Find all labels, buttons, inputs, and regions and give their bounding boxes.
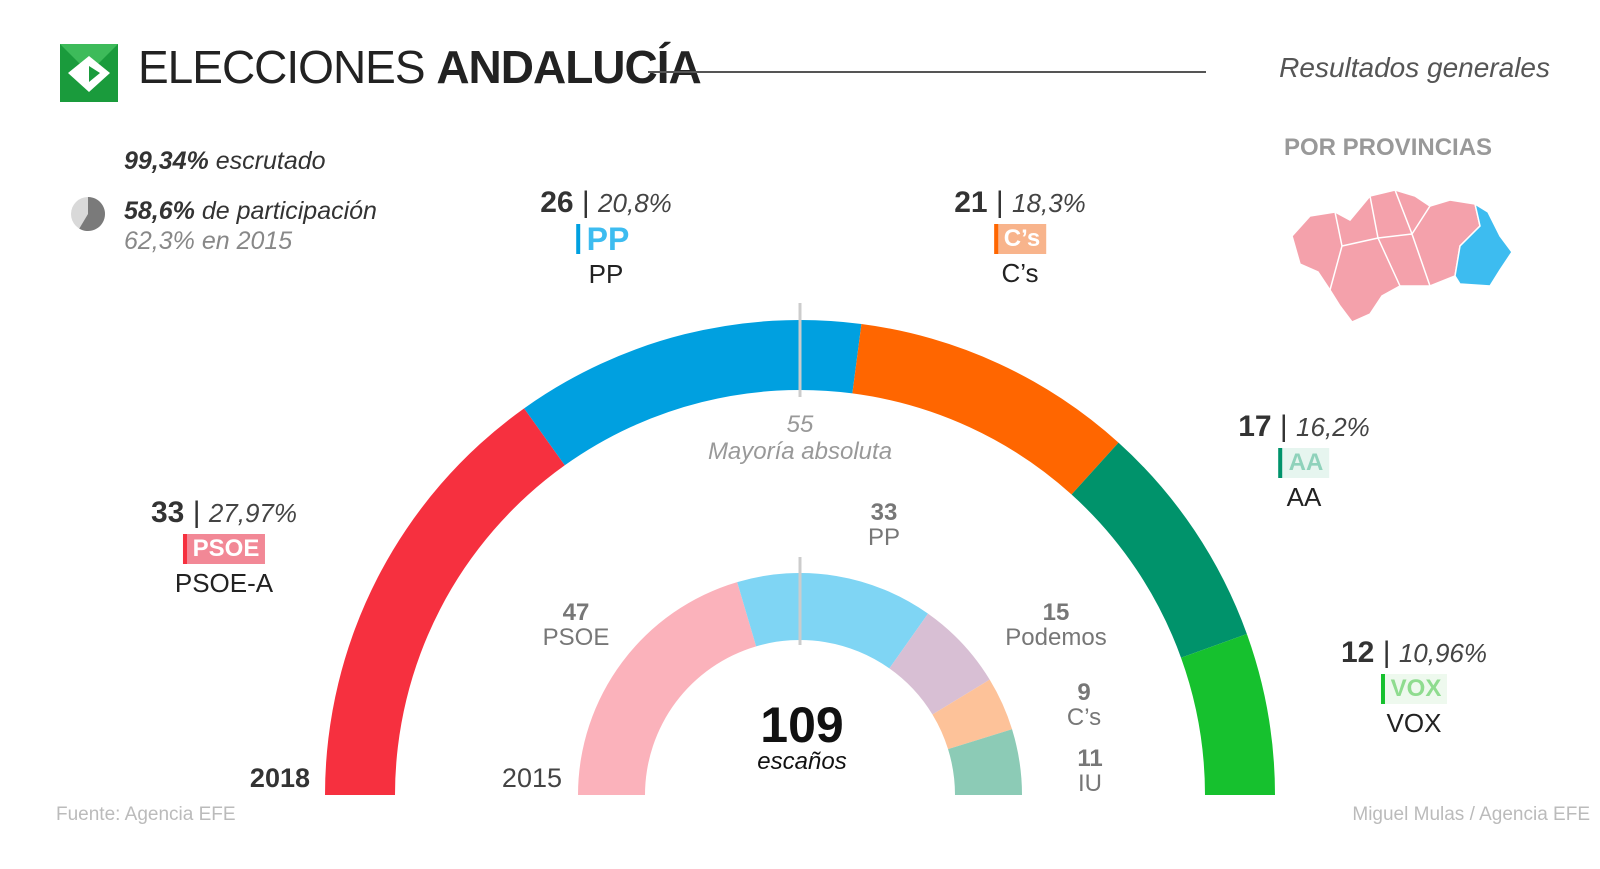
participation-value: 58,6%	[124, 197, 195, 225]
provinces-title: POR PROVINCIAS	[1284, 134, 1493, 161]
result-line: 12 | 10,96%	[1340, 636, 1488, 669]
result-line: 33 | 27,97%	[150, 496, 298, 529]
stats-block: 99,34% escrutado 58,6% de participación …	[124, 146, 377, 256]
seats-value: 33	[150, 496, 185, 529]
party-name: VOX	[1386, 708, 1442, 738]
name-2015-iu: IU	[1078, 770, 1102, 797]
seat-segment-2015-podemos	[889, 613, 990, 715]
seat-segment-2018-cs	[852, 323, 1119, 495]
source-note: Fuente: Agencia EFE	[56, 804, 236, 825]
pp-logo: PP	[576, 223, 636, 255]
seat-segment-2018-aa	[1071, 442, 1247, 658]
seats-value: 21	[954, 186, 988, 219]
name-2015-podemos: Podemos	[1005, 624, 1106, 651]
scrutiny-value: 99,34%	[124, 147, 209, 175]
party-name: AA	[1286, 482, 1322, 512]
seats-value: 12	[1340, 636, 1375, 669]
title-light: ELECCIONES	[138, 41, 426, 93]
seat-segment-2018-pp	[524, 320, 862, 466]
cs-logo: C’s	[993, 224, 1047, 254]
map-province-borders	[1329, 189, 1431, 291]
result-line: 21 | 18,3%	[954, 186, 1086, 219]
result-line: 26 | 20,8%	[540, 186, 672, 219]
participation-pie-icon	[71, 197, 105, 231]
participation-text: de participación	[201, 197, 377, 225]
title-divider	[648, 71, 1206, 73]
credit-note: Miguel Mulas / Agencia EFE	[1352, 804, 1590, 825]
seats-2015-cs: 9	[1077, 679, 1090, 706]
pct-value: 16,2%	[1296, 412, 1370, 442]
seats-2015-podemos: 15	[1043, 599, 1070, 626]
participation-line: 58,6% de participación	[124, 196, 377, 226]
vox-logo: VOX	[1380, 674, 1448, 704]
party-label-vox: 12 | 10,96% VOX VOX	[1341, 636, 1487, 739]
year-2018: 2018	[250, 763, 310, 793]
scrutiny-line: 99,34% escrutado	[124, 146, 377, 176]
subtitle: Resultados generales	[1279, 52, 1550, 83]
party-label-pp: 26 | 20,8% PP PP	[540, 186, 672, 290]
seat-segment-2018-vox	[1181, 633, 1275, 795]
pct-value: 10,96%	[1398, 638, 1488, 668]
pct-value: 20,8%	[598, 188, 672, 218]
total-seats: 109	[760, 697, 843, 753]
name-2015-cs: C’s	[1067, 704, 1101, 731]
name-2015-pp: PP	[868, 524, 900, 551]
scrutiny-text: escrutado	[215, 147, 326, 175]
page-title: ELECCIONES ANDALUCÍA	[138, 40, 702, 94]
andalucia-map	[1291, 189, 1513, 323]
ring-2018	[325, 320, 1275, 795]
seats-value: 17	[1238, 410, 1272, 443]
aa-logo: AA	[1278, 448, 1330, 478]
ring-2015	[578, 572, 1022, 795]
title-bold: ANDALUCÍA	[436, 41, 701, 93]
seat-segment-2015-cs	[932, 679, 1013, 750]
majority-label: Mayoría absoluta	[708, 438, 892, 465]
name-2015-psoe: PSOE	[543, 624, 610, 651]
party-name: PSOE-A	[174, 568, 274, 598]
seats-2015-pp: 33	[871, 499, 898, 526]
total-label: escaños	[757, 748, 846, 775]
seat-segment-2015-iu	[948, 729, 1022, 795]
seats-value: 26	[540, 186, 574, 219]
party-name: PP	[588, 259, 624, 289]
efe-logo	[60, 44, 118, 102]
year-2015: 2015	[502, 763, 562, 793]
seats-2015-iu: 11	[1077, 745, 1102, 772]
previous-participation: 62,3% en 2015	[124, 227, 293, 255]
majority-seats: 55	[787, 411, 814, 438]
seat-segment-2015-pp	[737, 572, 929, 669]
seat-segment-2015-psoe	[578, 582, 757, 795]
psoe-logo: PSOE	[182, 534, 266, 564]
result-line: 17 | 16,2%	[1238, 410, 1370, 443]
pct-value: 27,97%	[208, 498, 298, 528]
seat-segment-2018-psoe	[325, 408, 565, 795]
party-label-psoe: 33 | 27,97% PSOE PSOE-A	[151, 496, 297, 599]
party-label-cs: 21 | 18,3% C’s C’s	[954, 186, 1086, 289]
party-label-aa: 17 | 16,2% AA AA	[1238, 410, 1370, 513]
map-region-pp	[1454, 202, 1513, 287]
pct-value: 18,3%	[1012, 188, 1086, 218]
seats-2015-psoe: 47	[563, 599, 590, 626]
party-name: C’s	[1001, 258, 1039, 288]
